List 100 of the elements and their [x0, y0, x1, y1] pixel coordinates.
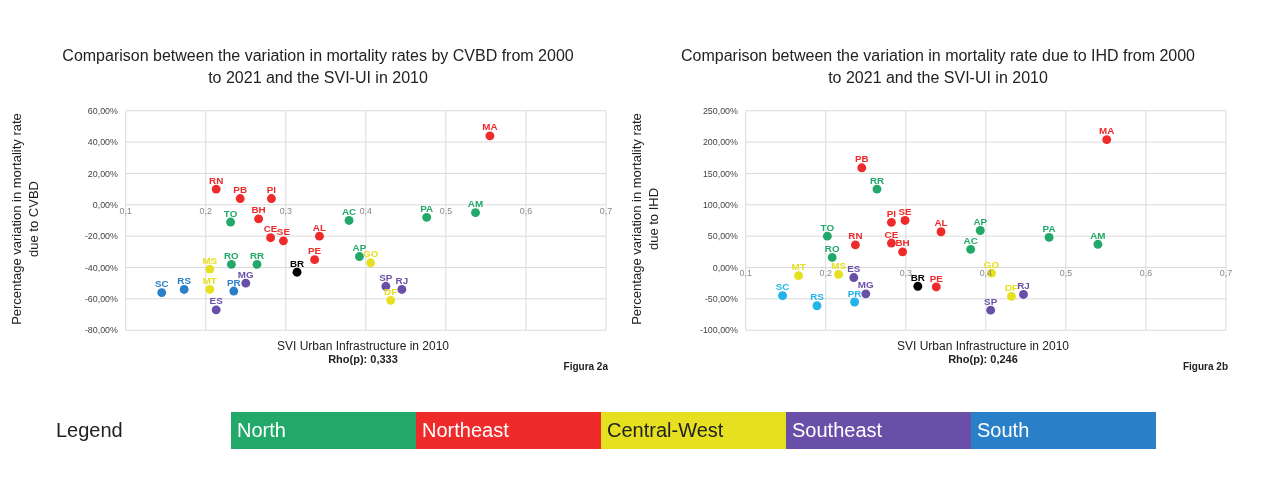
- data-label: RN: [848, 230, 863, 242]
- point: [1093, 239, 1103, 249]
- point: [157, 288, 167, 298]
- data-label: RR: [250, 249, 265, 261]
- data-label: CE: [884, 228, 900, 240]
- data-label: RO: [224, 249, 240, 261]
- y-tick-label: 20,00%: [88, 168, 119, 179]
- point: [834, 269, 844, 279]
- y-tick-label: -20,00%: [85, 231, 119, 242]
- x-tick-label: 0,2: [199, 205, 213, 216]
- point: [823, 231, 833, 241]
- text: South: [977, 418, 1030, 443]
- data-label: MT: [203, 275, 218, 287]
- point: [887, 238, 897, 248]
- data-label: RJ: [1017, 280, 1031, 292]
- point: [212, 184, 221, 194]
- point: [212, 305, 221, 315]
- y-tick-label: -100,00%: [700, 325, 739, 336]
- point: [1045, 232, 1054, 242]
- point: [778, 291, 788, 301]
- data-label: AM: [468, 198, 484, 210]
- y-tick-label: 150,00%: [703, 168, 739, 179]
- y-tick-label: 0,00%: [713, 262, 739, 273]
- data-label: BH: [251, 204, 267, 216]
- point: [861, 289, 871, 299]
- data-label: PA: [420, 202, 434, 214]
- point: [344, 216, 354, 225]
- point: [226, 217, 236, 227]
- data-label: BH: [895, 237, 911, 249]
- data-label: GO: [363, 248, 380, 260]
- data-label: PE: [930, 272, 944, 284]
- data-label: MS: [831, 259, 847, 271]
- y-axis-title: Percentage variation in mortality rate due to CVBD: [8, 112, 42, 327]
- data-label: RN: [209, 174, 224, 186]
- text: Central-West: [607, 418, 724, 443]
- text: Rho(p): 0,333: [328, 353, 398, 365]
- point: [241, 278, 251, 288]
- point: [254, 214, 264, 224]
- text: Rho(p): 0,246: [948, 353, 1018, 365]
- point: [422, 212, 432, 222]
- y-tick-label: 60,00%: [88, 105, 119, 116]
- point: [887, 217, 897, 227]
- point: [229, 286, 239, 296]
- data-label: DF: [384, 286, 398, 297]
- data-label: PI: [267, 184, 277, 196]
- data-label: MA: [482, 121, 498, 133]
- data-label: ES: [209, 295, 224, 307]
- point: [252, 259, 262, 269]
- y-tick-label: -60,00%: [85, 294, 119, 304]
- point: [966, 244, 976, 254]
- point: [812, 301, 822, 311]
- x-tick-label: 0,7: [1220, 268, 1233, 279]
- point: [828, 253, 837, 262]
- data-label: MA: [1099, 125, 1115, 137]
- data-label: RS: [177, 275, 192, 287]
- point: [913, 281, 923, 291]
- point: [310, 255, 320, 265]
- text: Figura 2b: [1182, 361, 1228, 372]
- data-label: GO: [984, 258, 1000, 270]
- data-label: AC: [342, 206, 357, 218]
- data-label: AL: [313, 221, 327, 233]
- y-axis-title: Percentage variation in mortality rate due to IHD: [628, 112, 662, 327]
- point: [1019, 290, 1029, 299]
- y-tick-label: -80,00%: [85, 325, 119, 336]
- data-label: PR: [227, 276, 241, 288]
- text: North: [237, 418, 286, 443]
- data-label: SC: [155, 278, 169, 290]
- text: Northeast: [422, 418, 509, 443]
- point: [851, 240, 861, 250]
- point: [205, 264, 215, 274]
- y-tick-label: 50,00%: [708, 231, 739, 242]
- data-label: SP: [379, 271, 394, 283]
- data-label: SE: [898, 206, 913, 218]
- x-tick-label: 0,5: [1060, 268, 1073, 279]
- data-label: AP: [973, 216, 988, 228]
- x-tick-label: 0,4: [360, 205, 373, 216]
- legend-title: Legend: [55, 419, 124, 442]
- x-tick-label: 0,1: [119, 205, 133, 216]
- point: [267, 194, 277, 203]
- data-label: PA: [1042, 222, 1056, 234]
- point: [266, 233, 276, 243]
- text: Figura 2a: [563, 361, 608, 372]
- data-label: PB: [855, 153, 869, 165]
- x-tick-label: 0,1: [739, 268, 753, 279]
- point: [366, 258, 376, 268]
- data-label: BR: [290, 257, 305, 269]
- y-tick-label: -50,00%: [705, 294, 739, 304]
- point: [857, 163, 867, 173]
- point: [236, 194, 245, 203]
- data-label: DF: [1005, 281, 1019, 293]
- data-label: PI: [887, 207, 897, 219]
- point: [850, 297, 860, 307]
- y-tick-label: 40,00%: [88, 137, 119, 148]
- point: [279, 236, 289, 246]
- point: [794, 271, 804, 281]
- data-label: SC: [776, 281, 790, 293]
- point: [471, 208, 481, 218]
- data-label: BR: [911, 271, 926, 283]
- x-axis-title: SVI Urban Infrastructure in 2010: [275, 339, 451, 353]
- point: [986, 305, 996, 315]
